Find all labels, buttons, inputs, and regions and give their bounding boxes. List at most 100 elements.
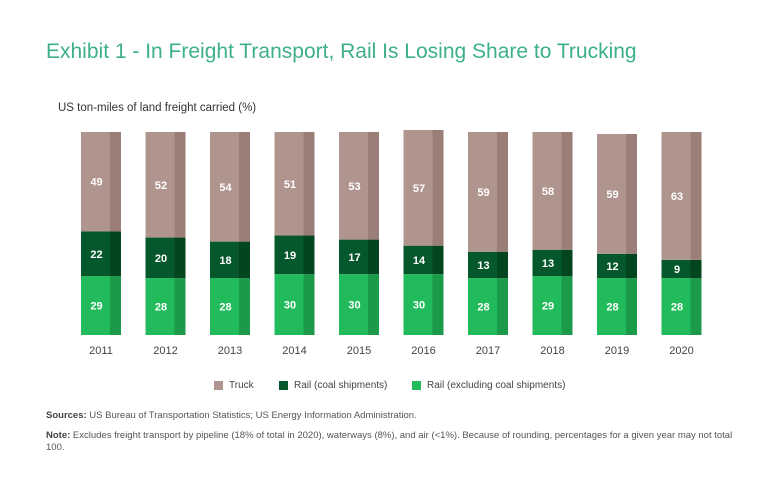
data-label-coal-2016: 14: [413, 255, 426, 267]
y-axis-label: US ton-miles of land freight carried (%): [58, 102, 257, 114]
data-label-rail-2015: 30: [348, 300, 360, 312]
legend-swatch-coal: [279, 381, 288, 390]
bar-coal-2014: [274, 235, 304, 275]
bar-truck-2020: [661, 132, 691, 260]
data-label-rail-2016: 30: [413, 300, 425, 312]
bar-truck-side-2019: [626, 134, 637, 254]
x-tick-label-2019: 2019: [605, 345, 629, 357]
data-label-truck-2018: 58: [542, 186, 554, 198]
data-label-truck-2016: 57: [413, 183, 425, 195]
bar-rail-2020: [661, 278, 691, 335]
bar-coal-side-2016: [432, 245, 444, 275]
bar-truck-2019: [597, 134, 626, 254]
legend-label-rail: Rail (excluding coal shipments): [427, 380, 566, 391]
bar-truck-side-2016: [432, 129, 444, 246]
bar-truck-side-2017: [497, 132, 508, 252]
legend-label-truck: Truck: [229, 380, 254, 391]
data-label-truck-2014: 51: [284, 179, 296, 191]
note-text: Excludes freight transport by pipeline (…: [46, 430, 733, 453]
x-tick-label-2017: 2017: [476, 345, 500, 357]
chart-title: Exhibit 1 - In Freight Transport, Rail I…: [46, 40, 637, 63]
bar-truck-2018: [532, 132, 562, 250]
bar-rail-2013: [210, 278, 239, 335]
bar-coal-2013: [210, 241, 239, 279]
bar-rail-2018: [532, 276, 562, 335]
data-label-truck-2012: 52: [155, 180, 167, 192]
bar-coal-2018: [532, 249, 562, 277]
data-label-coal-2020: 9: [674, 264, 680, 276]
x-tick-label-2012: 2012: [153, 345, 177, 357]
legend-label-coal: Rail (coal shipments): [294, 380, 388, 391]
bar-truck-side-2015: [368, 132, 379, 240]
bar-rail-side-2015: [368, 274, 379, 335]
bar-rail-2015: [339, 274, 368, 335]
data-label-coal-2012: 20: [155, 253, 167, 265]
bar-rail-2011: [81, 276, 110, 335]
x-tick-label-2011: 2011: [89, 345, 113, 357]
note-label: Note:: [46, 430, 71, 441]
bar-truck-side-2011: [110, 132, 121, 232]
data-label-coal-2013: 18: [219, 255, 231, 267]
bar-coal-side-2018: [561, 249, 573, 277]
x-tick-label-2014: 2014: [282, 345, 306, 357]
bar-rail-side-2017: [497, 278, 508, 335]
data-label-coal-2015: 17: [348, 252, 360, 264]
data-label-rail-2013: 28: [219, 302, 231, 314]
bar-truck-side-2012: [174, 132, 186, 238]
data-label-rail-2020: 28: [671, 302, 683, 314]
bar-rail-side-2013: [239, 278, 250, 335]
bar-rail-side-2014: [303, 274, 315, 335]
bar-rail-2017: [468, 278, 497, 335]
bar-coal-2019: [597, 253, 626, 279]
x-tick-label-2020: 2020: [669, 345, 693, 357]
legend-item-coal: Rail (coal shipments): [279, 380, 387, 391]
data-label-coal-2014: 19: [284, 250, 296, 262]
bar-truck-2015: [339, 132, 368, 240]
bar-rail-2014: [274, 274, 304, 335]
bar-rail-side-2018: [561, 276, 573, 335]
sources-text: US Bureau of Transportation Statistics; …: [86, 410, 417, 421]
data-label-coal-2019: 12: [606, 261, 618, 273]
data-label-rail-2014: 30: [284, 300, 296, 312]
bar-coal-side-2013: [239, 241, 250, 279]
x-tick-label-2015: 2015: [347, 345, 371, 357]
data-label-truck-2015: 53: [348, 181, 360, 193]
legend-swatch-truck: [214, 381, 223, 390]
legend-swatch-rail: [412, 381, 421, 390]
data-label-rail-2012: 28: [155, 302, 167, 314]
bar-coal-2015: [339, 239, 368, 275]
stacked-bar-chart: 29 22 49 2011 28 20 52 2012 28 18 54 2013 30 19 51 2014…: [81, 129, 702, 357]
bar-coal-2011: [81, 231, 110, 277]
sources-label: Sources:: [46, 410, 87, 421]
data-label-truck-2013: 54: [219, 182, 232, 194]
bar-rail-side-2019: [626, 278, 637, 335]
bar-coal-side-2011: [110, 231, 121, 277]
bar-coal-side-2014: [303, 235, 315, 275]
bar-rail-side-2011: [110, 276, 121, 335]
sources: Sources: US Bureau of Transportation Sta…: [46, 410, 417, 421]
x-tick-label-2016: 2016: [411, 345, 435, 357]
data-label-truck-2017: 59: [477, 187, 489, 199]
bar-coal-side-2015: [368, 239, 379, 275]
bar-truck-2017: [468, 132, 497, 252]
bar-rail-2019: [597, 278, 626, 335]
data-label-rail-2017: 28: [477, 302, 489, 314]
note: Note: Excludes freight transport by pipe…: [46, 430, 736, 454]
data-label-coal-2018: 13: [542, 258, 554, 270]
bar-truck-side-2020: [690, 132, 702, 260]
data-label-coal-2017: 13: [477, 260, 489, 272]
data-label-rail-2011: 29: [90, 301, 102, 313]
bar-coal-side-2017: [497, 251, 508, 279]
bar-rail-side-2012: [174, 278, 186, 335]
data-label-truck-2019: 59: [606, 189, 618, 201]
bar-coal-2017: [468, 251, 497, 279]
bar-truck-2011: [81, 132, 110, 232]
bar-rail-side-2020: [690, 278, 702, 335]
bar-truck-2016: [403, 129, 433, 246]
legend-item-rail: Rail (excluding coal shipments): [412, 380, 565, 391]
data-label-truck-2020: 63: [671, 191, 683, 203]
x-tick-label-2018: 2018: [540, 345, 564, 357]
bar-coal-side-2012: [174, 237, 186, 279]
bar-truck-2013: [210, 132, 239, 242]
data-label-coal-2011: 22: [90, 249, 102, 261]
